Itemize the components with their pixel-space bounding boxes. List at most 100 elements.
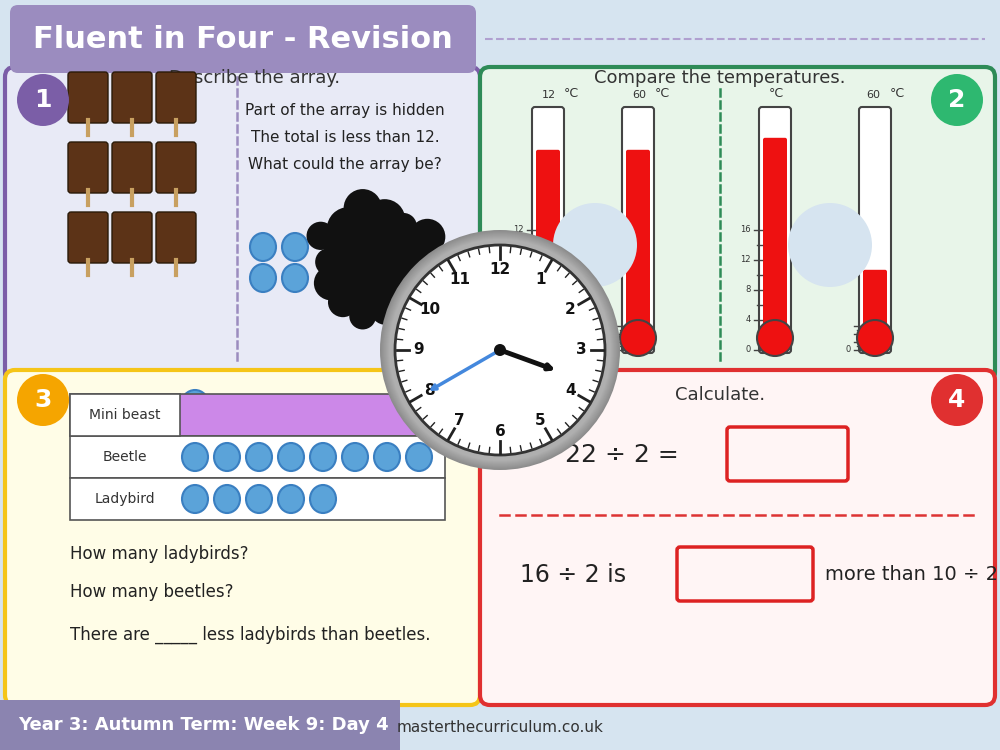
Ellipse shape xyxy=(246,485,272,513)
Ellipse shape xyxy=(214,485,240,513)
FancyBboxPatch shape xyxy=(536,150,560,349)
Text: = 2: = 2 xyxy=(235,396,267,414)
Text: 10: 10 xyxy=(419,302,440,317)
Ellipse shape xyxy=(310,443,336,471)
Text: Part of the array is hidden: Part of the array is hidden xyxy=(245,103,445,118)
Circle shape xyxy=(382,232,618,468)
Circle shape xyxy=(400,265,434,299)
Circle shape xyxy=(17,374,69,426)
Ellipse shape xyxy=(282,264,308,292)
Circle shape xyxy=(386,236,614,464)
Ellipse shape xyxy=(181,390,209,420)
Text: 9: 9 xyxy=(414,343,424,358)
FancyBboxPatch shape xyxy=(112,72,152,123)
Text: Describe the array.: Describe the array. xyxy=(169,69,341,87)
Circle shape xyxy=(494,344,506,356)
Circle shape xyxy=(931,74,983,126)
Text: How many ladybirds?: How many ladybirds? xyxy=(70,545,248,563)
FancyBboxPatch shape xyxy=(70,478,445,520)
Circle shape xyxy=(383,233,617,467)
FancyBboxPatch shape xyxy=(68,72,108,123)
Text: Compare the temperatures.: Compare the temperatures. xyxy=(594,69,846,87)
FancyBboxPatch shape xyxy=(759,107,791,353)
Circle shape xyxy=(327,207,370,251)
Text: 12: 12 xyxy=(542,90,556,100)
Ellipse shape xyxy=(282,233,308,261)
Ellipse shape xyxy=(214,443,240,471)
Ellipse shape xyxy=(278,443,304,471)
Circle shape xyxy=(323,210,427,314)
Text: 11: 11 xyxy=(449,272,470,287)
Circle shape xyxy=(389,239,611,461)
Circle shape xyxy=(344,189,382,227)
Text: 8: 8 xyxy=(519,266,524,274)
Text: Ladybird: Ladybird xyxy=(95,492,155,506)
Text: 6: 6 xyxy=(495,424,505,439)
Circle shape xyxy=(387,237,613,463)
FancyBboxPatch shape xyxy=(68,212,108,263)
Ellipse shape xyxy=(182,485,208,513)
Text: 12: 12 xyxy=(489,262,511,277)
Text: 7: 7 xyxy=(454,413,465,428)
Text: 3: 3 xyxy=(576,343,586,358)
Text: more than 10 ÷ 2: more than 10 ÷ 2 xyxy=(825,566,998,584)
Ellipse shape xyxy=(374,443,400,471)
Text: 4: 4 xyxy=(565,383,575,398)
FancyBboxPatch shape xyxy=(480,370,995,705)
Text: 2: 2 xyxy=(948,88,966,112)
Circle shape xyxy=(370,293,401,325)
Ellipse shape xyxy=(278,485,304,513)
Ellipse shape xyxy=(310,485,336,513)
Text: How many beetles?: How many beetles? xyxy=(70,583,234,601)
FancyBboxPatch shape xyxy=(68,142,108,193)
Text: There are _____ less ladybirds than beetles.: There are _____ less ladybirds than beet… xyxy=(70,626,430,644)
Circle shape xyxy=(307,222,335,250)
Text: °C: °C xyxy=(890,87,905,100)
Ellipse shape xyxy=(342,443,368,471)
Text: °C: °C xyxy=(564,87,579,100)
Text: Fluent in Four - Revision: Fluent in Four - Revision xyxy=(33,25,453,53)
Text: 0: 0 xyxy=(746,346,751,355)
FancyBboxPatch shape xyxy=(622,107,654,353)
Text: Year 3: Autumn Term: Week 9: Day 4: Year 3: Autumn Term: Week 9: Day 4 xyxy=(18,716,389,734)
Circle shape xyxy=(315,248,343,276)
FancyBboxPatch shape xyxy=(859,107,891,353)
Circle shape xyxy=(385,235,615,465)
Circle shape xyxy=(857,320,893,356)
Text: 60: 60 xyxy=(866,90,880,100)
Text: °C: °C xyxy=(655,87,670,100)
FancyBboxPatch shape xyxy=(626,150,650,349)
Text: 0: 0 xyxy=(609,346,614,355)
Circle shape xyxy=(620,320,656,356)
Circle shape xyxy=(388,238,612,462)
Text: 1: 1 xyxy=(34,88,52,112)
Circle shape xyxy=(380,230,620,470)
Text: °C: °C xyxy=(769,87,784,100)
Ellipse shape xyxy=(250,233,276,261)
FancyBboxPatch shape xyxy=(5,370,480,705)
Ellipse shape xyxy=(182,443,208,471)
Circle shape xyxy=(364,200,405,241)
Circle shape xyxy=(388,283,427,322)
Text: 16: 16 xyxy=(740,226,751,235)
FancyBboxPatch shape xyxy=(156,142,196,193)
FancyBboxPatch shape xyxy=(677,547,813,601)
Circle shape xyxy=(390,213,417,240)
Circle shape xyxy=(349,303,376,329)
Text: The total is less than 12.: The total is less than 12. xyxy=(251,130,439,146)
Text: 4: 4 xyxy=(519,305,524,314)
Ellipse shape xyxy=(250,264,276,292)
Circle shape xyxy=(931,374,983,426)
Text: 22 ÷ 2 =: 22 ÷ 2 = xyxy=(565,443,679,467)
FancyBboxPatch shape xyxy=(5,67,480,382)
FancyBboxPatch shape xyxy=(112,142,152,193)
Circle shape xyxy=(404,241,447,284)
Circle shape xyxy=(757,320,793,356)
Text: 8: 8 xyxy=(425,383,435,398)
FancyBboxPatch shape xyxy=(70,394,445,436)
FancyBboxPatch shape xyxy=(70,394,180,436)
Ellipse shape xyxy=(246,443,272,471)
Text: Calculate.: Calculate. xyxy=(675,386,765,404)
Circle shape xyxy=(17,74,69,126)
Text: 12: 12 xyxy=(514,226,524,235)
